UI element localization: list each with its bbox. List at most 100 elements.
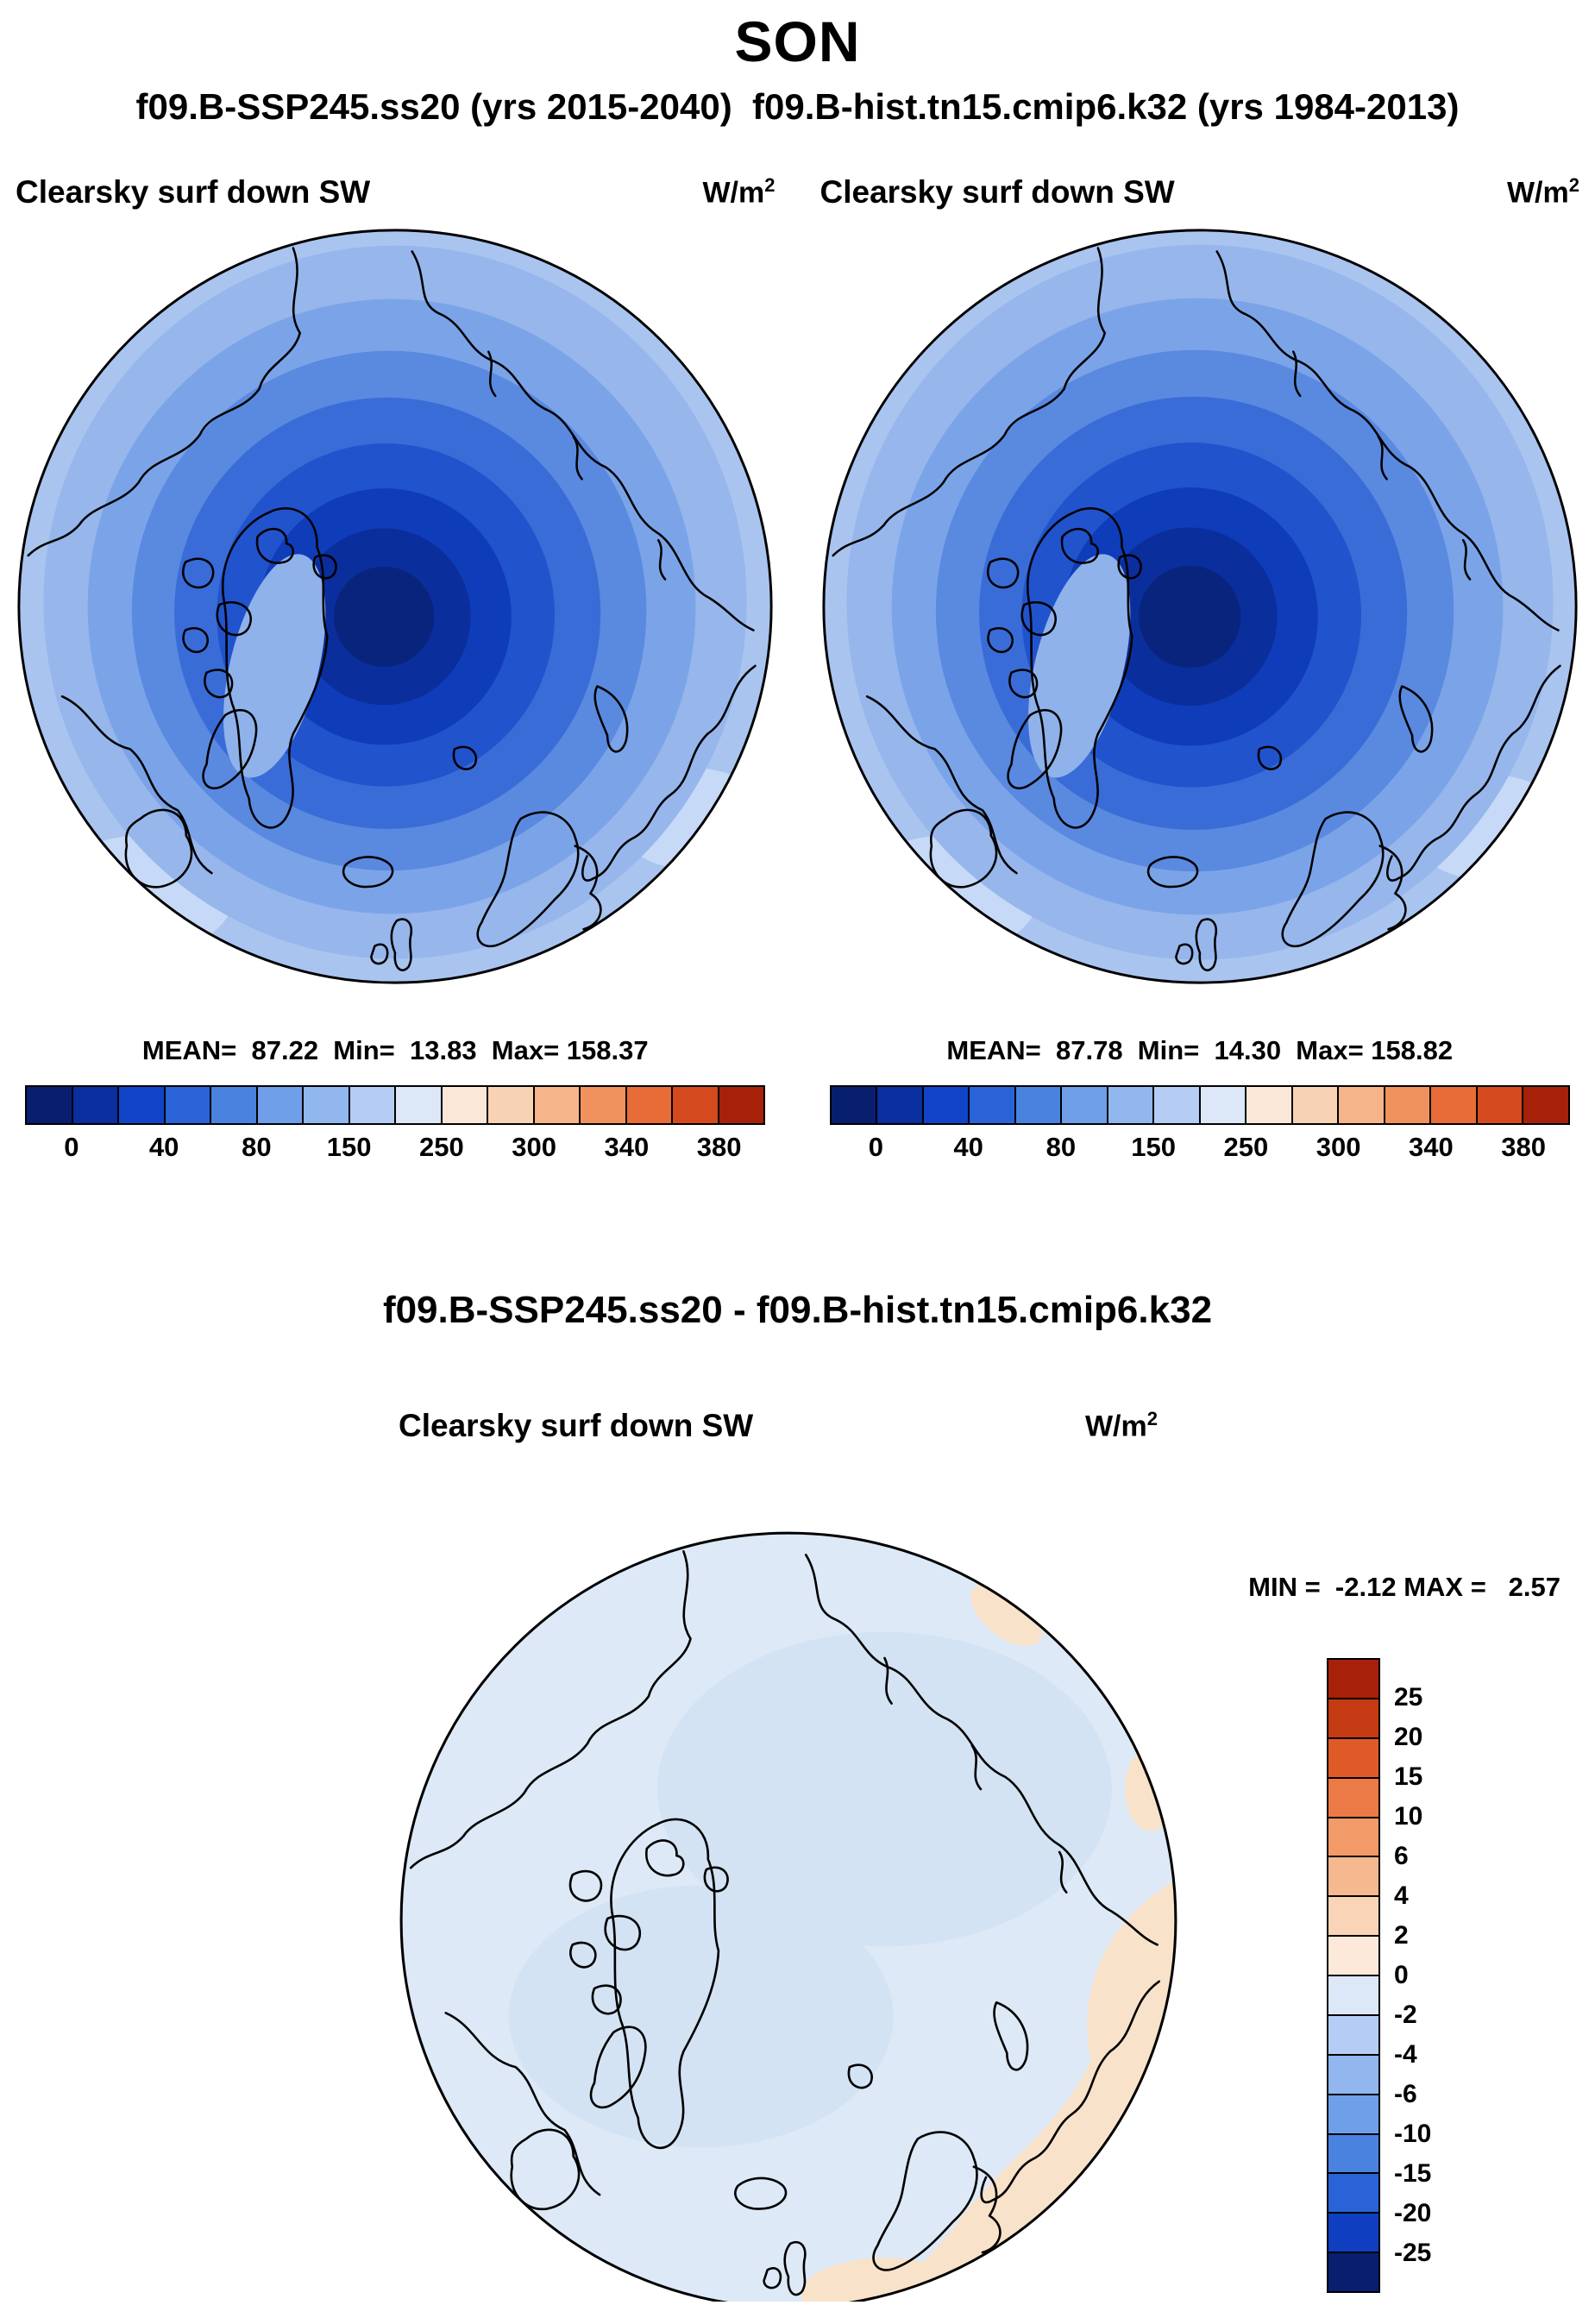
colorbar-tick-label: 0 <box>868 1132 883 1162</box>
colorbar-cell <box>1328 2095 1378 2135</box>
colorbar-cell <box>673 1087 719 1123</box>
panel-hist: Clearsky surf down SW W/m2 MEAN= 87. <box>817 174 1584 1163</box>
field-shading <box>823 229 1576 983</box>
colorbar-tick-label: 380 <box>1501 1132 1546 1162</box>
colorbar-cell <box>1328 2214 1378 2254</box>
minmax-line: MIN = -2.12 MAX = 2.57 <box>1248 1572 1560 1602</box>
colorbar-cell <box>581 1087 627 1123</box>
variable-label: Clearsky surf down SW <box>16 174 371 210</box>
colorbar-cell <box>1328 1660 1378 1699</box>
panel-header: Clearsky surf down SW W/m2 <box>12 174 779 210</box>
colorbar-cell <box>1246 1087 1293 1123</box>
colorbar-cell <box>1431 1087 1478 1123</box>
field-shading <box>401 1533 1176 2302</box>
stats-line: MEAN= 87.22 Min= 13.83 Max= 158.37 <box>141 1035 649 1065</box>
colorbar-cell <box>831 1087 878 1123</box>
colorbar-cell <box>970 1087 1016 1123</box>
colorbar-cell <box>1292 1087 1340 1123</box>
colorbar-tick-label: 80 <box>242 1132 272 1162</box>
colorbar-cell <box>1062 1087 1108 1123</box>
colorbar-tick-label: -6 <box>1394 2080 1417 2108</box>
runs-subtitle: f09.B-SSP245.ss20 (yrs 2015-2040) f09.B-… <box>135 86 1460 127</box>
colorbar-tick-label: 250 <box>419 1132 464 1162</box>
colorbar-cell <box>488 1087 535 1123</box>
panel-header: Clearsky surf down SW W/m2 <box>817 174 1584 210</box>
colorbar-cell <box>396 1087 443 1123</box>
polar-map-hist <box>822 229 1578 984</box>
colorbar-cell <box>1328 1937 1378 1976</box>
colorbar-cell <box>923 1087 970 1123</box>
colorbar-tick-label: 6 <box>1394 1842 1409 1870</box>
polar-map-ssp245 <box>17 229 773 984</box>
polar-map-difference <box>399 1531 1177 2302</box>
colorbar-tick-label: 10 <box>1394 1802 1423 1831</box>
colorbar-cell <box>1328 1976 1378 2016</box>
colorbar-cell <box>1015 1087 1063 1123</box>
colorbar-tick-label: -2 <box>1394 2001 1417 2029</box>
colorbar-cell <box>1200 1087 1247 1123</box>
difference-colorbar <box>1327 1658 1380 2293</box>
units-label: W/m2 <box>1506 174 1579 210</box>
colorbar-ticks: 0 40 80 150 250 300 340 380 <box>830 1132 1570 1163</box>
variable-label: Clearsky surf down SW <box>819 174 1175 210</box>
colorbar-cell <box>1477 1087 1524 1123</box>
colorbar-tick-label: 40 <box>148 1132 179 1162</box>
units-label: W/m2 <box>1084 1408 1158 1443</box>
colorbar-cell <box>1108 1087 1155 1123</box>
variable-label: Clearsky surf down SW <box>399 1408 754 1443</box>
colorbar-tick-label: 2 <box>1394 1921 1409 1950</box>
colorbar-cell <box>1339 1087 1385 1123</box>
colorbar-cell <box>1328 2055 1378 2095</box>
colorbar-tick-label: 0 <box>64 1132 79 1162</box>
difference-colorbar-ticks: 25 20 15 10 6 4 2 0 -2 -4 -6 -10 -15 -20 -25 <box>1394 1678 1431 2273</box>
difference-header: Clearsky surf down SW W/m2 <box>399 1408 1158 1444</box>
colorbar-tick-label: -20 <box>1394 2199 1432 2227</box>
colorbar-cell <box>304 1087 350 1123</box>
colorbar-cell <box>1328 1699 1378 1739</box>
colorbar-tick-label: 15 <box>1394 1762 1423 1791</box>
map-outline <box>17 229 773 984</box>
colorbar-cell <box>877 1087 924 1123</box>
difference-panel: MIN = -2.12 MAX = 2.57 25 20 15 10 6 4 2 0 -2 -4-… <box>0 1444 1595 2302</box>
colorbar-cell <box>534 1087 581 1123</box>
colorbar-tick-label: 0 <box>1394 1961 1409 1989</box>
colorbar-tick-label: -15 <box>1394 2159 1432 2188</box>
colorbar-cell <box>1328 1778 1378 1818</box>
colorbar-cell <box>165 1087 212 1123</box>
colorbar-tick-label: -4 <box>1394 2040 1417 2069</box>
colorbar-cell <box>27 1087 73 1123</box>
colorbar-tick-label: 150 <box>326 1132 372 1162</box>
top-panels-row: Clearsky surf down SW W/m2 MEAN= 87. <box>0 174 1595 1163</box>
units-label: W/m2 <box>702 174 776 210</box>
map-outline <box>399 1531 1177 2302</box>
colorbar-tick-label: 340 <box>1409 1132 1454 1162</box>
colorbar <box>829 1085 1570 1125</box>
colorbar-cell <box>1385 1087 1432 1123</box>
colorbar-cell <box>626 1087 674 1123</box>
difference-colorbar-wrap: 25 20 15 10 6 4 2 0 -2 -4 -6 -10 -15 -20 -25 <box>1327 1658 1431 2293</box>
colorbar-tick-label: 300 <box>512 1132 556 1162</box>
colorbar-cell <box>442 1087 489 1123</box>
colorbar-tick-label: 150 <box>1131 1132 1176 1162</box>
colorbar-cell <box>1328 1818 1378 1858</box>
colorbar-cell <box>119 1087 166 1123</box>
colorbar-tick-label: 80 <box>1046 1132 1077 1162</box>
colorbar-tick-label: 340 <box>604 1132 650 1162</box>
colorbar-ticks: 0 40 80 150 250 300 340 380 <box>25 1132 765 1163</box>
colorbar <box>25 1085 766 1125</box>
colorbar-cell <box>349 1087 397 1123</box>
colorbar-cell <box>1328 2174 1378 2214</box>
stats-line: MEAN= 87.78 Min= 14.30 Max= 158.82 <box>946 1035 1454 1065</box>
colorbar-tick-label: 20 <box>1394 1723 1423 1751</box>
difference-title: f09.B-SSP245.ss20 - f09.B-hist.tn15.cmip… <box>382 1289 1213 1331</box>
colorbar-tick-label: -25 <box>1394 2239 1432 2267</box>
colorbar-cell <box>1328 2253 1378 2291</box>
colorbar-cell <box>1328 1897 1378 1938</box>
colorbar-cell <box>1328 1857 1378 1898</box>
colorbar-tick-label: 25 <box>1394 1683 1423 1712</box>
colorbar-cell <box>1328 2134 1378 2175</box>
colorbar-cell <box>1328 1738 1378 1779</box>
map-outline <box>822 229 1578 984</box>
colorbar-tick-label: 40 <box>953 1132 983 1162</box>
